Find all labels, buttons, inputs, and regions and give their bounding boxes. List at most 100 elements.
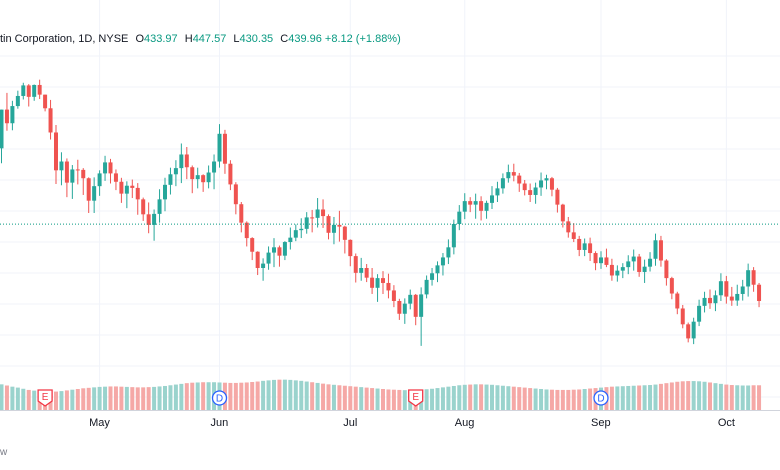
candle-body [130, 185, 135, 188]
candle-body [419, 294, 424, 317]
candle-body [326, 216, 331, 233]
candle [381, 271, 385, 294]
candle-body [370, 277, 375, 288]
candle-body [424, 279, 429, 295]
candle-body [539, 180, 544, 188]
volume-bar [277, 379, 282, 410]
candle-body [70, 169, 75, 183]
volume-bar [658, 383, 663, 410]
volume-bar [724, 384, 729, 410]
open-label: O [135, 33, 145, 45]
candle-body [0, 109, 4, 149]
candle [108, 158, 113, 184]
dividend-marker[interactable]: D [211, 390, 228, 406]
candle [195, 167, 200, 189]
candle [702, 291, 707, 313]
candle [560, 203, 565, 228]
candle [277, 245, 282, 267]
candle [163, 177, 167, 212]
candle-body [375, 278, 380, 288]
volume-bar [522, 387, 527, 410]
candle-body [157, 199, 162, 214]
volume-bar [184, 383, 189, 410]
candle [533, 182, 538, 204]
candle [609, 258, 614, 281]
candle-body [92, 186, 97, 201]
candle [484, 200, 489, 219]
candle-body [59, 161, 64, 171]
volume-bar [462, 384, 467, 410]
time-axis-label: Aug [454, 417, 475, 429]
candle-body [446, 247, 451, 258]
candle [511, 163, 516, 182]
candle-body [669, 278, 674, 294]
candle [299, 218, 304, 239]
volume-bar [680, 381, 685, 410]
candle-body [599, 257, 603, 264]
volume-bar [10, 386, 15, 410]
candle [697, 299, 702, 327]
candle-body [473, 201, 478, 205]
volume-bar [370, 388, 375, 410]
candle-body [331, 224, 336, 233]
volume-bar [495, 385, 500, 410]
candle [593, 251, 598, 271]
candle [746, 263, 751, 297]
candle [386, 273, 391, 299]
volume-bar [348, 386, 353, 410]
chart-legend: tin Corporation, 1D, NYSE O433.97 H447.5… [0, 33, 401, 45]
volume-bar [81, 388, 86, 410]
candle-body [615, 270, 620, 276]
candle [348, 239, 353, 267]
volume-bar [729, 385, 734, 410]
candle [604, 248, 609, 268]
candle-body [348, 239, 353, 257]
volume-bar [440, 387, 445, 410]
volume-bar [555, 389, 560, 410]
volume-bar [533, 388, 538, 410]
candle [708, 289, 712, 309]
candle [212, 154, 217, 190]
dividend-marker[interactable]: D [593, 390, 609, 406]
volume-bar [157, 386, 162, 410]
candle [15, 90, 20, 109]
volume-bar [473, 384, 478, 410]
candle-body [528, 190, 533, 195]
candle [549, 176, 554, 197]
candle-body [626, 261, 631, 268]
candle-body [146, 214, 151, 225]
dividend-marker-circle [593, 390, 609, 406]
candle [43, 94, 48, 112]
candle-body [757, 284, 762, 301]
high-label: H [184, 33, 193, 45]
volume-bar [266, 380, 271, 410]
candle-body [141, 199, 146, 215]
candle [315, 198, 320, 228]
volume-bar [631, 385, 636, 410]
candle [21, 82, 26, 100]
candle-body [272, 247, 276, 253]
candle [75, 159, 80, 185]
candle-body [713, 295, 718, 304]
candle [64, 158, 69, 198]
candle [620, 263, 625, 279]
candle [740, 279, 745, 301]
earnings-marker[interactable]: E [408, 389, 424, 407]
candle-body [440, 257, 445, 266]
volume-bar [381, 389, 385, 410]
candle [179, 143, 184, 184]
earnings-marker[interactable]: E [37, 389, 53, 407]
candle [435, 261, 440, 283]
candle [582, 238, 587, 257]
candle-body [179, 154, 184, 169]
candle-body [490, 195, 494, 203]
candle [59, 152, 64, 186]
candle [588, 237, 593, 261]
candle [571, 223, 576, 243]
volume-bar [288, 379, 293, 410]
candle [664, 259, 669, 286]
volume-bar [326, 384, 331, 410]
candle [184, 147, 189, 180]
volume-bar [304, 381, 309, 410]
